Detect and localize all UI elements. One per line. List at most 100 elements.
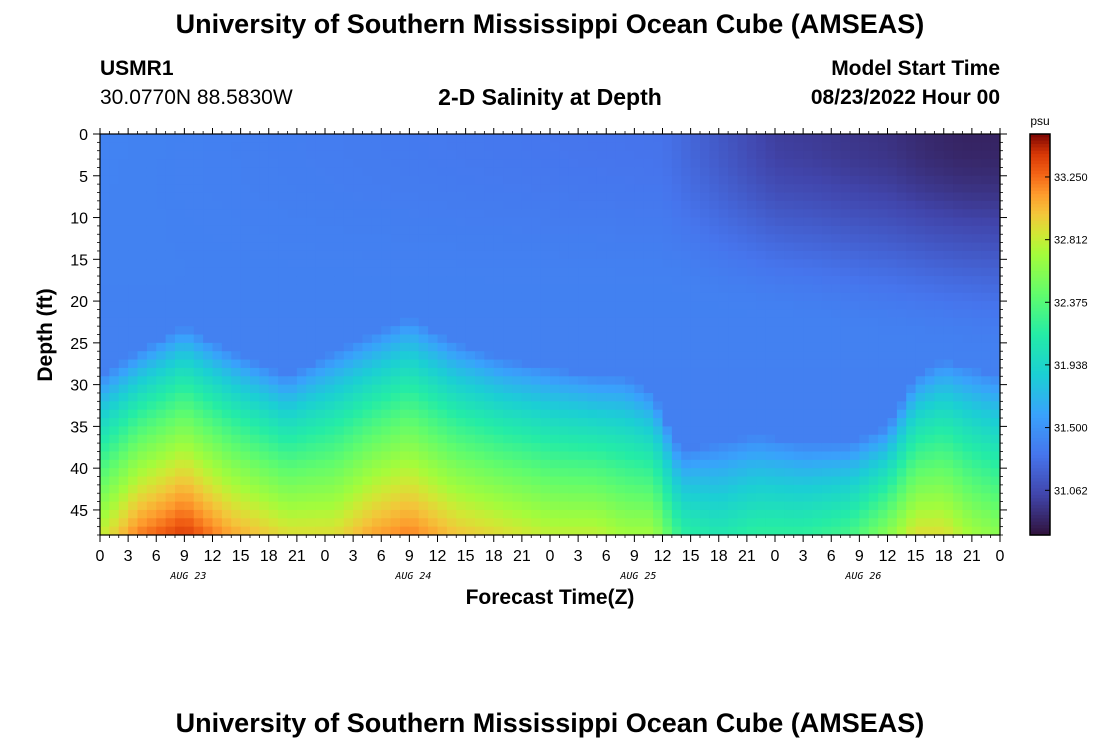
heatmap-cell <box>475 167 485 177</box>
heatmap-cell <box>531 484 542 494</box>
heatmap-cell <box>306 326 317 336</box>
heatmap-cell <box>465 284 476 294</box>
heatmap-cell <box>193 267 204 277</box>
heatmap-cell <box>100 292 110 302</box>
heatmap-cell <box>296 451 307 461</box>
heatmap-cell <box>540 342 551 352</box>
heatmap-cell <box>981 175 992 185</box>
heatmap-cell <box>887 309 898 319</box>
heatmap-cell <box>718 359 729 369</box>
heatmap-cell <box>915 292 926 302</box>
heatmap-cell <box>456 526 467 536</box>
heatmap-cell <box>409 334 420 344</box>
heatmap-cell <box>653 342 664 352</box>
heatmap-cell <box>709 142 720 152</box>
heatmap-cell <box>887 167 898 177</box>
heatmap-cell <box>390 292 401 302</box>
heatmap-cell <box>925 209 935 219</box>
heatmap-cell <box>690 468 701 478</box>
heatmap-cell <box>812 509 823 519</box>
heatmap-cell <box>746 476 757 486</box>
heatmap-cell <box>962 276 973 285</box>
heatmap-cell <box>156 518 167 528</box>
heatmap-cell <box>362 217 373 227</box>
heatmap-cell <box>821 250 832 260</box>
heatmap-cell <box>981 451 992 461</box>
heatmap-cell <box>728 334 739 344</box>
heatmap-cell <box>362 326 373 336</box>
heatmap-cell <box>934 376 945 386</box>
heatmap-cell <box>615 434 626 444</box>
heatmap-cell <box>118 509 129 519</box>
heatmap-cell <box>925 326 935 336</box>
heatmap-cell <box>625 317 635 327</box>
heatmap-cell <box>409 217 420 227</box>
heatmap-cell <box>596 217 607 227</box>
heatmap-cell <box>268 317 279 327</box>
heatmap-cell <box>756 409 767 419</box>
heatmap-cell <box>793 184 804 194</box>
heatmap-cell <box>840 376 851 386</box>
heatmap-cell <box>559 242 570 252</box>
heatmap-cell <box>231 468 242 478</box>
heatmap-cell <box>100 276 110 285</box>
heatmap-cell <box>306 426 317 436</box>
heatmap-cell <box>296 493 307 503</box>
heatmap-cell <box>587 468 598 478</box>
heatmap-cell <box>906 225 917 235</box>
heatmap-cell <box>887 334 898 344</box>
heatmap-cell <box>859 225 870 235</box>
heatmap-cell <box>456 426 467 436</box>
heatmap-cell <box>859 459 870 469</box>
heatmap-cell <box>840 225 851 235</box>
heatmap-cell <box>850 142 860 152</box>
heatmap-cell <box>296 200 307 210</box>
heatmap-cell <box>578 159 589 169</box>
heatmap-cell <box>896 334 907 344</box>
heatmap-cell <box>259 476 270 486</box>
heatmap-cell <box>831 493 842 503</box>
heatmap-cell <box>634 418 645 427</box>
heatmap-cell <box>784 484 795 494</box>
heatmap-cell <box>587 476 598 486</box>
heatmap-cell <box>709 167 720 177</box>
heatmap-cell <box>671 192 682 202</box>
heatmap-cell <box>128 317 139 327</box>
heatmap-cell <box>165 476 176 486</box>
heatmap-cell <box>662 376 673 386</box>
heatmap-cell <box>634 334 645 344</box>
heatmap-cell <box>521 426 532 436</box>
heatmap-cell <box>887 426 898 436</box>
heatmap-cell <box>240 225 251 235</box>
heatmap-cell <box>915 484 926 494</box>
heatmap-cell <box>437 493 448 503</box>
heatmap-cell <box>700 476 710 486</box>
heatmap-cell <box>175 309 185 319</box>
heatmap-cell <box>446 175 457 185</box>
heatmap-cell <box>690 334 701 344</box>
heatmap-cell <box>746 200 757 210</box>
heatmap-cell <box>165 276 176 285</box>
heatmap-cell <box>662 134 673 143</box>
heatmap-cell <box>943 518 954 528</box>
heatmap-cell <box>390 234 401 244</box>
heatmap-cell <box>400 209 410 219</box>
heatmap-cell <box>906 142 917 152</box>
heatmap-cell <box>503 184 514 194</box>
heatmap-cell <box>306 234 317 244</box>
heatmap-cell <box>240 267 251 277</box>
heatmap-cell <box>868 150 879 160</box>
heatmap-cell <box>793 359 804 369</box>
heatmap-cell <box>859 209 870 219</box>
heatmap-cell <box>390 250 401 260</box>
heatmap-cell <box>821 351 832 361</box>
heatmap-cell <box>625 351 635 361</box>
heatmap-cell <box>859 334 870 344</box>
heatmap-cell <box>690 501 701 511</box>
heatmap-cell <box>746 501 757 511</box>
heatmap-cell <box>221 351 232 361</box>
heatmap-cell <box>915 142 926 152</box>
heatmap-cell <box>981 292 992 302</box>
heatmap-cell <box>550 476 560 486</box>
heatmap-cell <box>118 476 129 486</box>
